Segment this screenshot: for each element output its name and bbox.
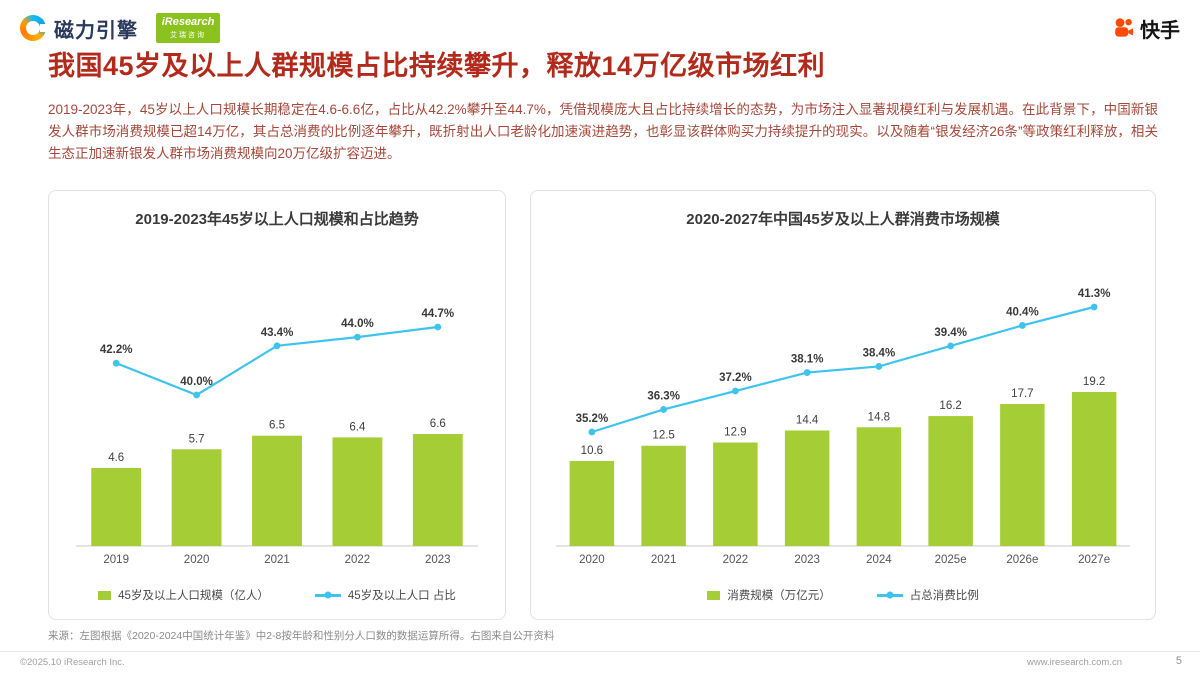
svg-text:2021: 2021 [264, 554, 290, 566]
kuaishou-logo: 快手 [1113, 14, 1180, 43]
svg-text:5.7: 5.7 [189, 433, 205, 445]
svg-text:17.7: 17.7 [1011, 388, 1033, 400]
legend-label-bar: 消费规模（万亿元） [727, 590, 831, 602]
svg-text:2019: 2019 [103, 554, 129, 566]
svg-text:2021: 2021 [651, 554, 677, 566]
legend-item-bar: 消费规模（万亿元） [707, 587, 831, 603]
svg-text:19.2: 19.2 [1083, 376, 1105, 388]
svg-text:41.3%: 41.3% [1078, 288, 1111, 300]
svg-text:42.2%: 42.2% [100, 344, 133, 356]
svg-text:16.2: 16.2 [939, 400, 961, 412]
bar-swatch-icon [98, 590, 112, 600]
legend-item-line: 45岁及以上人口 占比 [314, 587, 456, 603]
iresearch-logo: iResearch 艾瑞咨询 [156, 13, 220, 43]
svg-text:2020: 2020 [184, 554, 210, 566]
body-paragraph: 2019-2023年，45岁以上人口规模长期稳定在4.6-6.6亿，占比从42.… [48, 102, 1158, 161]
population-chart: 4.6 2019 5.7 2020 6.5 2021 6.4 2022 6.6 2023 42.2%… [64, 233, 490, 578]
svg-text:44.7%: 44.7% [421, 308, 454, 320]
chart-title-consumption: 2020-2027年中国45岁及以上人群消费市场规模 [686, 211, 1000, 228]
svg-text:2020: 2020 [579, 554, 605, 566]
line-dot-icon [324, 591, 332, 599]
bar-swatch-icon [707, 590, 721, 600]
cili-engine-icon [20, 15, 49, 41]
population-chart-legend: 45岁及以上人口规模（亿人） 45岁及以上人口 占比 [49, 587, 505, 603]
page-header: 磁力引擎 iResearch 艾瑞咨询 快手 [20, 10, 1180, 46]
chart-panel-population: 2019-2023年45岁以上人口规模和占比趋势 4.6 2019 5.7 2020 6… [48, 190, 506, 620]
svg-text:2027e: 2027e [1078, 554, 1110, 566]
source-note: 来源：左图根据《2020-2024中国统计年鉴》中2-8按年龄和性别分人口数的数… [48, 630, 555, 642]
line-dot-icon [886, 591, 894, 599]
page-title: 我国45岁及以上人群规模占比持续攀升，释放14万亿级市场红利 [48, 51, 826, 81]
consumption-chart: 10.6 2020 12.5 2021 12.9 2022 14.4 2023 14.8 2024… [546, 233, 1140, 578]
chart-title-population: 2019-2023年45岁以上人口规模和占比趋势 [135, 211, 419, 228]
svg-text:4.6: 4.6 [108, 452, 124, 464]
chart-panel-consumption: 2020-2027年中国45岁及以上人群消费市场规模 10.6 2020 12.5 2… [530, 190, 1156, 620]
svg-text:44.0%: 44.0% [341, 318, 374, 330]
svg-text:40.0%: 40.0% [180, 376, 213, 388]
page-number: 5 [1175, 655, 1182, 667]
svg-text:12.9: 12.9 [724, 427, 746, 439]
legend-item-line: 占总消费比例 [876, 587, 979, 603]
line-swatch-icon [876, 591, 903, 599]
svg-text:40.4%: 40.4% [1006, 306, 1039, 318]
svg-text:2023: 2023 [794, 554, 820, 566]
svg-text:6.4: 6.4 [349, 421, 366, 433]
svg-text:43.4%: 43.4% [261, 327, 294, 339]
svg-text:14.4: 14.4 [796, 415, 819, 427]
svg-text:6.5: 6.5 [269, 420, 285, 432]
svg-text:10.6: 10.6 [581, 445, 603, 457]
svg-text:2026e: 2026e [1006, 554, 1038, 566]
svg-text:35.2%: 35.2% [576, 413, 609, 425]
svg-text:2022: 2022 [723, 554, 749, 566]
kuaishou-camera-icon [1115, 18, 1133, 37]
legend-label-line: 占总消费比例 [909, 590, 979, 602]
svg-text:38.1%: 38.1% [791, 354, 824, 366]
website-text: www.iresearch.com.cn [1026, 657, 1122, 668]
svg-text:2023: 2023 [425, 554, 451, 566]
legend-label-line: 45岁及以上人口 占比 [347, 590, 456, 602]
copyright-text: ©2025.10 iResearch Inc. [20, 657, 125, 668]
consumption-chart-legend: 消费规模（万亿元） 占总消费比例 [531, 587, 1155, 603]
iresearch-wordmark: iResearch [161, 15, 215, 28]
svg-text:2025e: 2025e [935, 554, 967, 566]
svg-text:2022: 2022 [345, 554, 371, 566]
footer-divider [0, 651, 1200, 652]
svg-text:38.4%: 38.4% [863, 347, 896, 359]
svg-text:37.2%: 37.2% [719, 372, 752, 384]
svg-text:2024: 2024 [866, 554, 892, 566]
svg-text:14.8: 14.8 [868, 411, 890, 423]
cili-engine-wordmark: 磁力引擎 [54, 19, 138, 42]
iresearch-chinese-label: 艾瑞咨询 [170, 31, 206, 39]
cili-engine-logo: 磁力引擎 [20, 14, 138, 43]
svg-text:12.5: 12.5 [652, 430, 674, 442]
line-swatch-icon [314, 591, 341, 599]
legend-item-bar: 45岁及以上人口规模（亿人） [98, 587, 269, 603]
legend-label-bar: 45岁及以上人口规模（亿人） [118, 590, 269, 602]
svg-text:36.3%: 36.3% [647, 390, 680, 402]
kuaishou-wordmark: 快手 [1140, 19, 1180, 42]
svg-text:39.4%: 39.4% [934, 327, 967, 339]
svg-text:6.6: 6.6 [430, 418, 446, 430]
